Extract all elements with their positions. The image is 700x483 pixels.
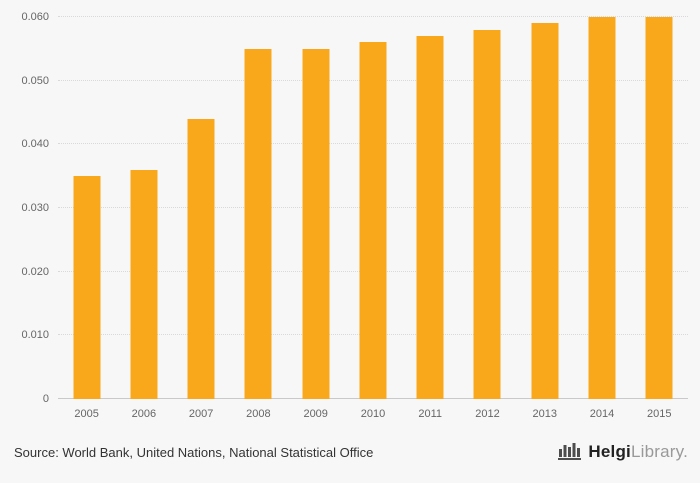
- x-tick-label: 2014: [589, 408, 615, 420]
- brand-name: HelgiLibrary.: [588, 442, 688, 462]
- bar-2008: [244, 48, 272, 399]
- gridline: 0.060: [21, 11, 688, 23]
- source-text: Source: World Bank, United Nations, Nati…: [14, 444, 374, 460]
- x-tick-label: 2010: [360, 408, 386, 420]
- x-tick-label: 2013: [532, 408, 557, 420]
- x-tick-label: 2005: [74, 408, 99, 420]
- x-tick-label: 2011: [418, 408, 443, 420]
- bar-slot: 2012: [459, 17, 516, 420]
- brand-name-bold: Helgi: [588, 442, 631, 461]
- y-tick-label: 0.010: [21, 329, 49, 342]
- brand-name-light: Library.: [630, 442, 688, 461]
- bar-2010: [359, 42, 387, 399]
- y-tick-label: 0.040: [21, 138, 49, 151]
- bar-2015: [645, 17, 673, 399]
- x-tick-label: 2008: [246, 408, 271, 420]
- chart-footer: Source: World Bank, United Nations, Nati…: [0, 427, 700, 483]
- x-tick-label: 2015: [647, 408, 672, 420]
- brand-logo[interactable]: HelgiLibrary.: [558, 439, 688, 466]
- bar-2012: [473, 29, 501, 399]
- bar-2013: [531, 23, 559, 399]
- bar-2005: [73, 176, 101, 399]
- x-tick-label: 2006: [131, 408, 157, 420]
- plot-area: 0 0.010 0.020 0.030 0.040 0.050 0.060 2005 2006…: [21, 11, 688, 420]
- bar-slot: 2008: [230, 17, 287, 420]
- bar-2007: [187, 118, 215, 399]
- bar-2011: [416, 36, 444, 399]
- bar-slot: 2005: [58, 17, 115, 420]
- x-tick-label: 2009: [303, 408, 328, 420]
- y-tick-label: 0.020: [21, 265, 49, 278]
- x-tick-label: 2012: [475, 408, 500, 420]
- bar-slot: 2007: [173, 17, 230, 420]
- y-tick-label: 0.030: [21, 202, 49, 214]
- bars-layer: 2005 2006 2007 2008 2009 2010 2011 2012 2013 2014…: [58, 17, 688, 420]
- bar-slot: 2013: [516, 17, 573, 420]
- bar-slot: 2006: [115, 17, 172, 420]
- bar-2009: [302, 48, 330, 399]
- bar-slot: 2011: [402, 17, 459, 420]
- bar-slot: 2010: [344, 17, 401, 420]
- y-tick-label: 0.060: [21, 11, 49, 23]
- bar-2006: [130, 169, 158, 399]
- bar-chart-logo-icon: [558, 439, 582, 466]
- bar-2014: [588, 17, 616, 399]
- y-tick-label: 0: [42, 393, 49, 405]
- y-tick-label: 0.050: [21, 74, 49, 87]
- bar-slot: 2014: [573, 17, 630, 420]
- x-tick-label: 2007: [188, 408, 214, 420]
- bar-slot: 2015: [631, 17, 688, 420]
- bar-slot: 2009: [287, 17, 344, 420]
